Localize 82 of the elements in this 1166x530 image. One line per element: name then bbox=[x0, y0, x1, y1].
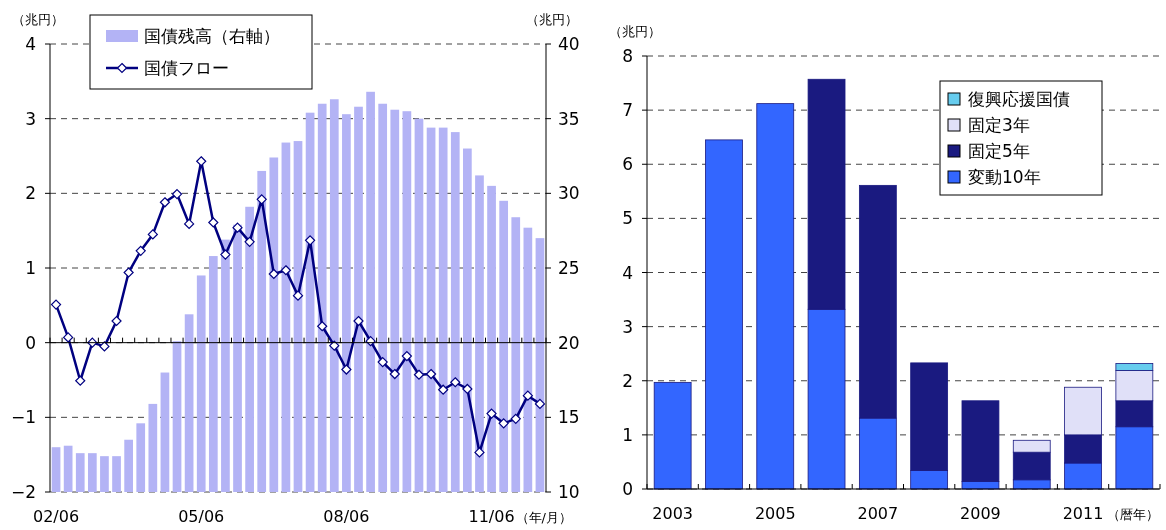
y-tick-label: 4 bbox=[25, 34, 36, 54]
y-tick-label: 2 bbox=[25, 183, 36, 204]
point bbox=[377, 356, 388, 368]
point bbox=[534, 398, 546, 409]
y-tick-label: −1 bbox=[10, 407, 36, 428]
point bbox=[232, 222, 243, 233]
point bbox=[196, 156, 207, 167]
point bbox=[208, 217, 219, 228]
point bbox=[184, 218, 195, 230]
point bbox=[171, 188, 183, 200]
point bbox=[438, 384, 449, 395]
y2-tick-label: 30 bbox=[558, 183, 580, 204]
bar bbox=[756, 103, 795, 490]
y-tick-label: 1 bbox=[25, 258, 36, 278]
point bbox=[401, 351, 412, 362]
y2-tick-label: 20 bbox=[558, 332, 580, 353]
point bbox=[462, 383, 473, 395]
y-tick-label: 0 bbox=[25, 332, 36, 353]
point bbox=[159, 197, 171, 208]
point bbox=[413, 369, 425, 380]
point bbox=[147, 229, 158, 240]
y-tick-label: 5 bbox=[622, 208, 633, 229]
point bbox=[450, 377, 461, 388]
legend-label: 固定3年 bbox=[968, 115, 1030, 135]
y2-axis-title: （兆円） bbox=[526, 12, 578, 27]
y-tick-label: 0 bbox=[622, 479, 633, 499]
point bbox=[280, 265, 291, 276]
x-tick-label: 2007 bbox=[857, 504, 899, 523]
point bbox=[389, 368, 400, 380]
point bbox=[510, 413, 521, 424]
y-tick-label: −2 bbox=[10, 482, 36, 502]
point bbox=[486, 408, 497, 419]
y-axis-title: （兆円） bbox=[609, 24, 661, 39]
point bbox=[63, 332, 74, 343]
bar bbox=[705, 139, 743, 490]
y-axis-title: （兆円） bbox=[12, 12, 64, 27]
point bbox=[365, 336, 376, 347]
point bbox=[292, 290, 304, 301]
x-tick-label: 02/06 bbox=[32, 507, 80, 526]
y-tick-label: 6 bbox=[622, 154, 633, 175]
point bbox=[75, 375, 86, 386]
legend-label: 変動10年 bbox=[968, 167, 1041, 187]
x-tick-label: 2011 bbox=[1062, 504, 1104, 523]
point bbox=[341, 364, 352, 375]
legend-label: 国債フロー bbox=[144, 58, 229, 78]
x-tick-label: 11/06 bbox=[468, 507, 515, 526]
y-tick-label: 4 bbox=[622, 262, 633, 283]
y2-tick-label: 25 bbox=[558, 258, 580, 278]
point bbox=[135, 245, 146, 256]
y2-tick-label: 40 bbox=[558, 34, 580, 54]
y-tick-label: 7 bbox=[622, 100, 633, 121]
point bbox=[498, 418, 509, 429]
y2-tick-label: 35 bbox=[558, 108, 580, 129]
legend-label: 国債残高（右軸） bbox=[144, 26, 280, 46]
x-tick-label: 2005 bbox=[754, 504, 796, 523]
x-tick-label: 08/06 bbox=[323, 507, 370, 526]
point bbox=[329, 340, 340, 351]
point bbox=[522, 390, 533, 401]
y-tick-label: 8 bbox=[622, 46, 633, 66]
y2-tick-label: 15 bbox=[558, 407, 580, 428]
y-tick-label: 1 bbox=[622, 424, 633, 445]
x-tick-label: 2003 bbox=[652, 504, 694, 523]
bar bbox=[653, 381, 692, 490]
legend-label: 復興応援国債 bbox=[968, 89, 1070, 109]
point bbox=[99, 341, 110, 352]
x-axis-title: （年/月） bbox=[515, 510, 572, 525]
x-axis-title: （暦年） bbox=[1107, 507, 1160, 522]
y-tick-label: 3 bbox=[622, 316, 633, 337]
point bbox=[50, 299, 62, 310]
point bbox=[474, 447, 485, 458]
x-tick-label: 05/06 bbox=[178, 507, 225, 526]
point bbox=[220, 249, 231, 260]
y-tick-label: 3 bbox=[25, 108, 36, 129]
y-tick-label: 2 bbox=[622, 370, 633, 391]
y2-tick-label: 10 bbox=[558, 482, 580, 502]
x-tick-label: 2009 bbox=[960, 504, 1001, 523]
point bbox=[425, 368, 437, 380]
point bbox=[123, 267, 134, 278]
legend-label: 固定5年 bbox=[968, 141, 1030, 161]
point bbox=[268, 268, 279, 280]
point bbox=[317, 321, 328, 332]
point bbox=[244, 236, 255, 247]
